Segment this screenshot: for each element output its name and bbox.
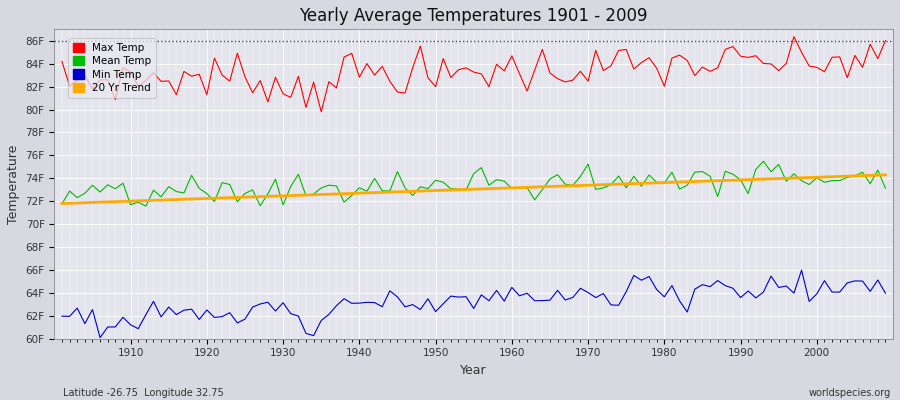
Text: Latitude -26.75  Longitude 32.75: Latitude -26.75 Longitude 32.75 — [63, 388, 224, 398]
Title: Yearly Average Temperatures 1901 - 2009: Yearly Average Temperatures 1901 - 2009 — [300, 7, 648, 25]
X-axis label: Year: Year — [461, 364, 487, 377]
Y-axis label: Temperature: Temperature — [7, 144, 20, 224]
Text: worldspecies.org: worldspecies.org — [809, 388, 891, 398]
Legend: Max Temp, Mean Temp, Min Temp, 20 Yr Trend: Max Temp, Mean Temp, Min Temp, 20 Yr Tre… — [68, 38, 157, 98]
